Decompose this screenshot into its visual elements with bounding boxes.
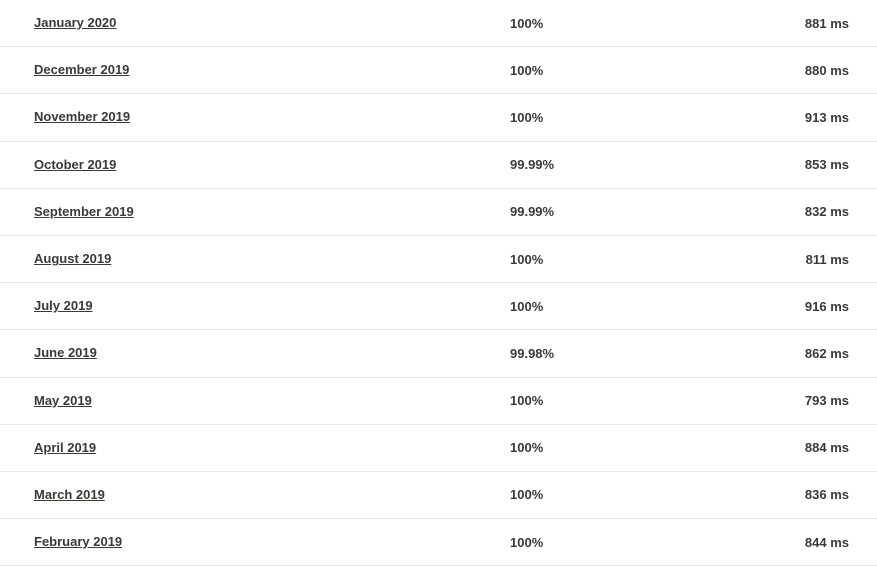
month-link[interactable]: November 2019 <box>34 109 130 124</box>
table-row: August 2019 100% 811 ms <box>0 236 877 283</box>
month-link[interactable]: May 2019 <box>34 393 92 408</box>
latency-cell: 884 ms <box>660 440 877 455</box>
month-link[interactable]: March 2019 <box>34 487 105 502</box>
month-link[interactable]: October 2019 <box>34 157 116 172</box>
uptime-cell: 100% <box>510 535 660 550</box>
month-cell: October 2019 <box>0 156 510 174</box>
month-cell: April 2019 <box>0 439 510 457</box>
latency-cell: 916 ms <box>660 299 877 314</box>
uptime-cell: 99.99% <box>510 204 660 219</box>
table-row: April 2019 100% 884 ms <box>0 425 877 472</box>
month-cell: May 2019 <box>0 392 510 410</box>
month-cell: July 2019 <box>0 297 510 315</box>
month-link[interactable]: July 2019 <box>34 298 93 313</box>
table-row: March 2019 100% 836 ms <box>0 472 877 519</box>
uptime-table: January 2020 100% 881 ms December 2019 1… <box>0 0 877 566</box>
table-row: November 2019 100% 913 ms <box>0 94 877 141</box>
month-cell: June 2019 <box>0 344 510 362</box>
latency-cell: 880 ms <box>660 63 877 78</box>
uptime-cell: 100% <box>510 63 660 78</box>
month-cell: February 2019 <box>0 533 510 551</box>
table-row: June 2019 99.98% 862 ms <box>0 330 877 377</box>
month-link[interactable]: January 2020 <box>34 15 116 30</box>
table-row: January 2020 100% 881 ms <box>0 0 877 47</box>
uptime-cell: 100% <box>510 110 660 125</box>
table-row: February 2019 100% 844 ms <box>0 519 877 566</box>
uptime-cell: 100% <box>510 252 660 267</box>
latency-cell: 862 ms <box>660 346 877 361</box>
uptime-cell: 99.99% <box>510 157 660 172</box>
latency-cell: 836 ms <box>660 487 877 502</box>
table-row: July 2019 100% 916 ms <box>0 283 877 330</box>
month-link[interactable]: June 2019 <box>34 345 97 360</box>
table-row: May 2019 100% 793 ms <box>0 378 877 425</box>
latency-cell: 832 ms <box>660 204 877 219</box>
month-link[interactable]: April 2019 <box>34 440 96 455</box>
latency-cell: 793 ms <box>660 393 877 408</box>
latency-cell: 853 ms <box>660 157 877 172</box>
month-cell: March 2019 <box>0 486 510 504</box>
uptime-cell: 100% <box>510 299 660 314</box>
uptime-cell: 100% <box>510 487 660 502</box>
month-cell: August 2019 <box>0 250 510 268</box>
month-cell: December 2019 <box>0 61 510 79</box>
month-link[interactable]: December 2019 <box>34 62 129 77</box>
month-link[interactable]: August 2019 <box>34 251 111 266</box>
uptime-cell: 100% <box>510 16 660 31</box>
table-row: December 2019 100% 880 ms <box>0 47 877 94</box>
month-cell: November 2019 <box>0 108 510 126</box>
uptime-cell: 100% <box>510 393 660 408</box>
month-link[interactable]: February 2019 <box>34 534 122 549</box>
month-cell: January 2020 <box>0 14 510 32</box>
latency-cell: 811 ms <box>660 252 877 267</box>
table-row: October 2019 99.99% 853 ms <box>0 142 877 189</box>
month-link[interactable]: September 2019 <box>34 204 134 219</box>
uptime-cell: 99.98% <box>510 346 660 361</box>
uptime-cell: 100% <box>510 440 660 455</box>
latency-cell: 881 ms <box>660 16 877 31</box>
table-row: September 2019 99.99% 832 ms <box>0 189 877 236</box>
month-cell: September 2019 <box>0 203 510 221</box>
latency-cell: 844 ms <box>660 535 877 550</box>
latency-cell: 913 ms <box>660 110 877 125</box>
